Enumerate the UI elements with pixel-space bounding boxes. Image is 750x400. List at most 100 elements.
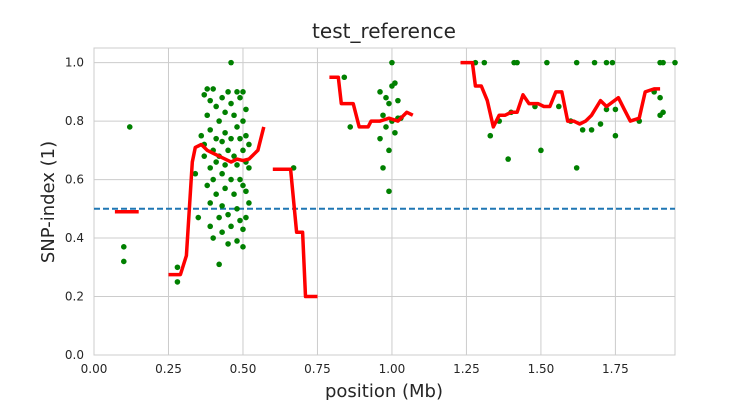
snp-point: [234, 124, 240, 130]
snp-point: [219, 170, 225, 177]
x-axis-label: position (Mb): [325, 381, 443, 400]
snp-index-trend-line: [272, 167, 318, 299]
snp-point: [216, 261, 222, 268]
x-tick-label: 0.25: [155, 362, 182, 376]
ticks-layer: 0.00 0.25 0.50 0.75 1.00 1.25 1.50 1.75 0.0 0.2 0.…: [65, 56, 629, 376]
snp-point: [603, 106, 610, 113]
snp-point: [591, 59, 598, 66]
snp-point: [225, 89, 231, 95]
snp-point: [386, 188, 392, 195]
snp-point: [210, 176, 216, 183]
snp-point: [201, 91, 208, 98]
snp-point: [660, 109, 666, 116]
snp-point: [240, 147, 246, 154]
snp-point: [240, 226, 246, 233]
snp-point: [219, 138, 225, 145]
snp-point: [380, 165, 386, 171]
snp-point: [222, 129, 228, 136]
snp-point: [204, 112, 211, 119]
x-tick-label: 1.00: [379, 362, 406, 376]
grid: [93, 48, 675, 356]
snp-point: [487, 132, 494, 139]
snp-point: [216, 118, 222, 124]
snp-point: [597, 121, 604, 127]
snp-point: [341, 74, 348, 81]
snp-point: [234, 89, 240, 95]
snp-point: [228, 135, 234, 142]
snp-point: [213, 191, 219, 197]
snp-point: [392, 129, 398, 136]
snp-point: [603, 59, 610, 66]
snp-point: [377, 89, 383, 95]
snp-point: [192, 170, 199, 177]
y-tick-label: 1.0: [65, 56, 84, 70]
lines-layer: [114, 60, 661, 299]
plot-frame: [93, 47, 676, 356]
snp-index-trend-line: [329, 75, 414, 129]
snp-point: [234, 238, 240, 244]
snp-point: [556, 103, 562, 110]
snp-point: [228, 59, 234, 66]
snp-point: [213, 135, 219, 142]
snp-point: [222, 162, 228, 168]
snp-point: [392, 80, 398, 86]
snp-point: [243, 106, 249, 113]
snp-point: [246, 165, 252, 171]
snp-point: [207, 200, 213, 206]
snp-point: [231, 112, 237, 119]
chart-title: test_reference: [312, 19, 456, 43]
snp-point: [386, 147, 392, 154]
snp-point: [222, 109, 228, 116]
snp-point: [383, 94, 389, 101]
snp-point: [386, 100, 392, 107]
y-tick-label: 0.8: [65, 114, 84, 128]
x-tick-label: 1.75: [602, 362, 629, 376]
snp-point: [246, 141, 252, 148]
snp-point: [237, 94, 243, 101]
snp-point: [380, 112, 386, 119]
snp-point: [207, 97, 213, 104]
snp-point: [544, 59, 550, 66]
x-tick-label: 1.50: [528, 362, 555, 376]
snp-point: [347, 124, 354, 130]
snp-index-trend-line: [168, 126, 266, 277]
snp-point: [210, 86, 216, 92]
snp-point: [389, 59, 395, 66]
snp-point: [609, 59, 616, 66]
snp-point: [243, 214, 249, 221]
snp-point: [237, 176, 243, 183]
snp-point: [377, 135, 383, 142]
y-tick-label: 0.0: [65, 348, 84, 362]
y-tick-label: 0.4: [65, 231, 84, 245]
snp-point: [228, 176, 234, 183]
snp-point: [240, 89, 246, 95]
snp-point: [225, 211, 231, 218]
snp-point: [240, 244, 246, 250]
snp-point: [538, 147, 544, 154]
x-tick-label: 0.50: [230, 362, 257, 376]
snp-point: [395, 97, 401, 104]
snp-point: [246, 200, 252, 206]
snp-point: [204, 182, 211, 189]
snp-point: [201, 153, 208, 159]
snp-point: [237, 135, 243, 142]
snp-point: [657, 94, 663, 101]
snp-point: [612, 132, 619, 139]
snp-point: [588, 127, 595, 133]
snp-point: [231, 191, 237, 197]
y-tick-label: 0.2: [65, 290, 84, 304]
snp-index-trend-line: [460, 60, 661, 129]
snp-point: [225, 241, 231, 247]
points-layer: [120, 59, 678, 285]
y-axis-label: SNP-index (1): [38, 141, 59, 263]
snp-point: [225, 147, 231, 154]
snp-point: [207, 223, 213, 230]
snp-point: [514, 59, 520, 66]
snp-point: [237, 217, 243, 224]
snp-point: [240, 118, 246, 124]
snp-point: [120, 258, 127, 265]
snp-point: [219, 229, 225, 235]
x-tick-label: 1.25: [453, 362, 480, 376]
y-tick-label: 0.6: [65, 173, 84, 187]
